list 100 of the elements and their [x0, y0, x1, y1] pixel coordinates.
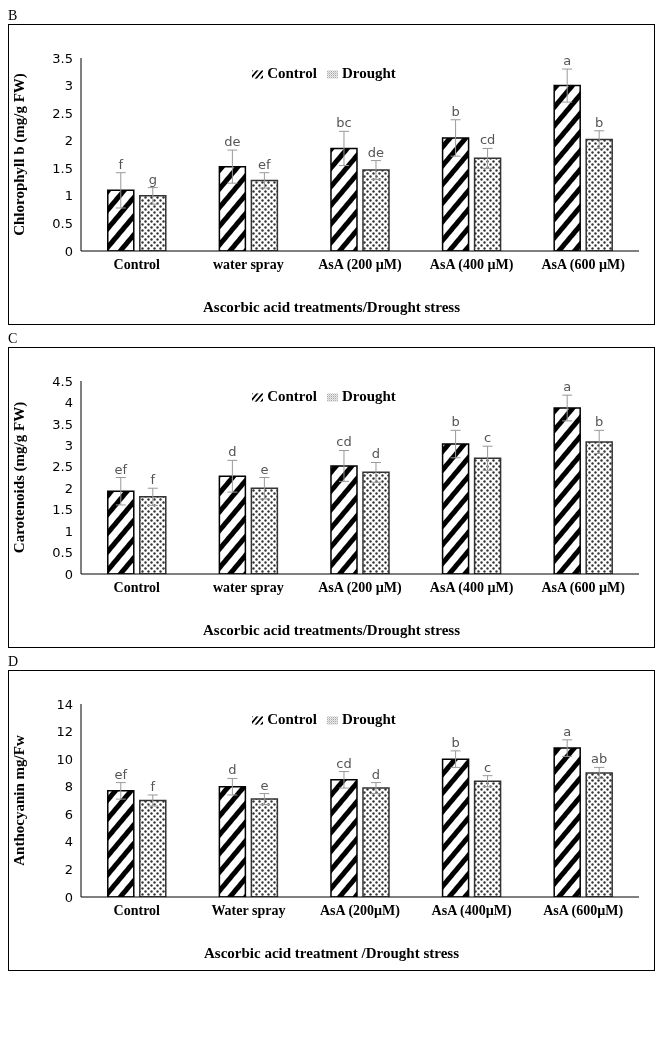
bar	[473, 457, 502, 574]
y-tick-label: 6	[64, 806, 73, 822]
bar	[362, 471, 390, 574]
data-label: b	[451, 734, 460, 750]
y-tick-label: 14	[56, 696, 73, 712]
y-tick-label: 3	[64, 437, 73, 453]
data-label: d	[371, 446, 381, 462]
legend-label: Control	[267, 388, 317, 404]
y-tick-label: 0.5	[52, 216, 73, 232]
bar	[250, 179, 279, 251]
data-label: de	[367, 144, 385, 160]
legend-label: Drought	[341, 711, 396, 727]
y-tick-label: 2	[64, 480, 73, 496]
bar	[585, 138, 613, 251]
data-label: a	[563, 723, 572, 739]
y-axis-title: Chlorophyll b (mg/g FW)	[11, 73, 29, 236]
data-label: c	[484, 759, 492, 775]
y-tick-label: 2	[64, 133, 73, 149]
x-tick-label: AsA (200µM)	[319, 902, 401, 919]
data-label: de	[224, 134, 241, 150]
data-label: e	[260, 777, 269, 793]
x-tick-label: AsA (400 µM)	[429, 579, 514, 596]
y-tick-label: 4.5	[52, 373, 73, 389]
y-tick-label: 1.5	[52, 160, 73, 176]
bar	[473, 780, 502, 897]
bar	[362, 169, 390, 251]
data-label: d	[228, 762, 237, 778]
data-label: bc	[336, 115, 352, 131]
chart-title: B	[8, 8, 19, 24]
data-label: g	[148, 171, 157, 187]
data-label: ef	[114, 461, 128, 477]
data-label: b	[451, 414, 460, 430]
legend-label: Control	[267, 711, 317, 727]
y-tick-label: 2.5	[52, 105, 73, 121]
y-tick-label: 0	[64, 243, 73, 259]
bar	[250, 798, 279, 897]
y-tick-label: 3	[64, 78, 73, 94]
y-tick-label: 3.5	[52, 50, 73, 66]
x-tick-label: water spray	[212, 256, 284, 272]
y-tick-label: 3.5	[52, 416, 73, 432]
data-label: ef	[114, 766, 128, 782]
data-label: d	[371, 766, 381, 782]
y-tick-label: 4	[64, 834, 73, 850]
data-label: cd	[336, 434, 352, 450]
bar	[585, 441, 613, 574]
legend-label: Control	[267, 65, 317, 81]
data-label: f	[118, 156, 124, 172]
y-axis-title: Carotenoids (mg/g FW)	[11, 401, 29, 554]
data-label: d	[228, 444, 237, 460]
bar	[362, 787, 390, 897]
x-tick-label: AsA (400µM)	[431, 902, 512, 919]
y-axis-title: Anthocyanin mg/Fw	[11, 735, 28, 866]
bar	[473, 157, 502, 251]
y-tick-label: 2.5	[52, 459, 73, 475]
x-tick-label: water spray	[212, 579, 284, 595]
data-label: b	[595, 414, 604, 430]
data-label: c	[484, 430, 492, 446]
data-label: ef	[258, 156, 272, 172]
y-tick-label: 0	[64, 566, 73, 582]
x-tick-label: AsA (600 µM)	[541, 256, 626, 273]
x-tick-label: Control	[113, 579, 161, 595]
y-tick-label: 4	[64, 395, 73, 411]
y-tick-label: 2	[64, 862, 73, 878]
bar	[250, 487, 279, 574]
data-label: cd	[479, 132, 496, 148]
data-label: a	[563, 379, 572, 395]
bar	[139, 496, 167, 574]
y-tick-label: 0	[64, 889, 73, 905]
y-tick-label: 0.5	[52, 545, 73, 561]
data-label: b	[451, 103, 460, 119]
x-tick-label: Control	[113, 256, 161, 272]
y-tick-label: 8	[64, 779, 73, 795]
legend-label: Drought	[341, 388, 396, 404]
data-label: b	[595, 114, 604, 130]
x-tick-label: AsA (200 µM)	[318, 579, 403, 596]
y-tick-label: 12	[56, 724, 73, 740]
x-tick-label: Control	[113, 902, 161, 918]
bar	[585, 772, 613, 897]
data-label: f	[150, 778, 156, 794]
data-label: cd	[336, 755, 352, 771]
y-tick-label: 10	[56, 751, 73, 767]
data-label: f	[150, 472, 156, 488]
y-tick-label: 1	[64, 188, 73, 204]
data-label: a	[563, 53, 572, 69]
y-tick-label: 1	[64, 523, 73, 539]
y-tick-label: 1.5	[52, 502, 73, 518]
x-tick-label: AsA (200 µM)	[318, 256, 403, 273]
data-label: e	[260, 461, 269, 477]
x-tick-label: AsA (400 µM)	[429, 256, 514, 273]
legend-label: Drought	[341, 65, 396, 81]
x-axis-title: Ascorbic acid treatments/Drought stress	[201, 622, 462, 639]
data-label: ab	[591, 751, 608, 767]
chart-title: D	[8, 654, 20, 670]
x-axis-title: Ascorbic acid treatment /Drought stress	[203, 945, 460, 962]
x-tick-label: AsA (600µM)	[543, 902, 624, 919]
x-tick-label: Water spray	[211, 902, 286, 918]
chart-title: C	[8, 331, 19, 347]
x-axis-title: Ascorbic acid treatments/Drought stress	[201, 299, 462, 316]
bar	[139, 195, 167, 251]
bar	[139, 799, 167, 897]
